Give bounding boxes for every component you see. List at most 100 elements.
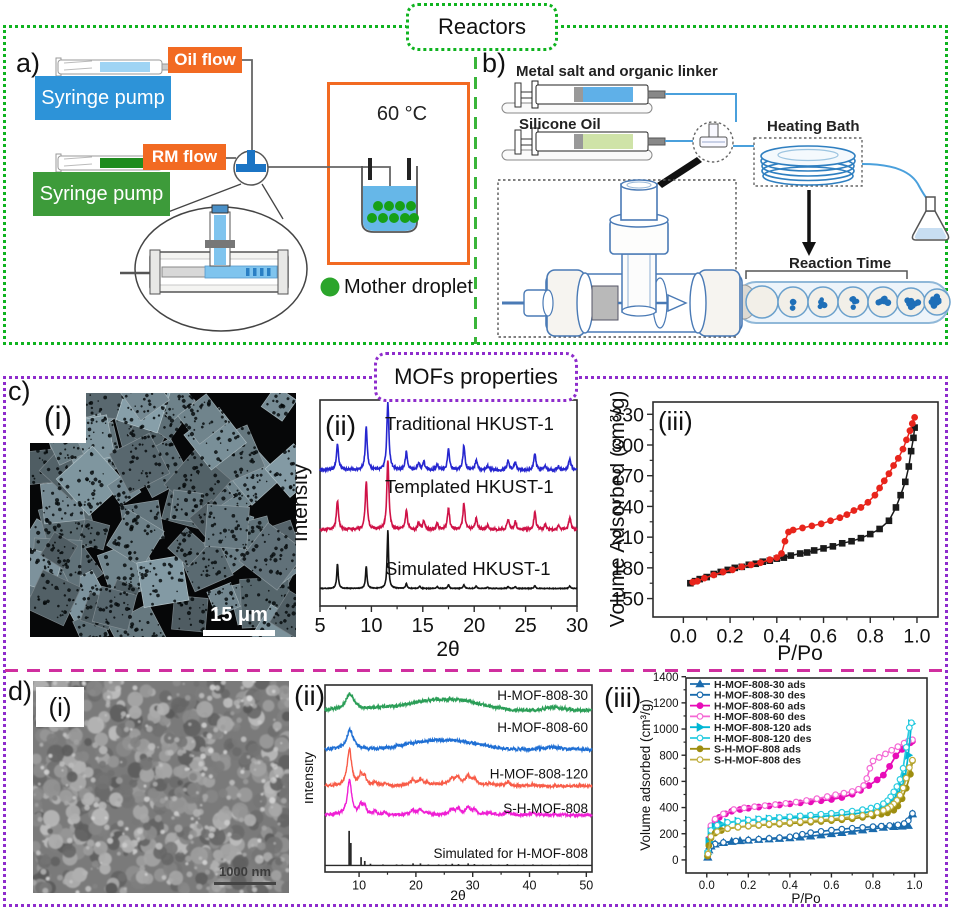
svg-text:10: 10 (352, 879, 366, 893)
svg-text:0.6: 0.6 (823, 880, 839, 892)
magnifier-ellipse (120, 183, 308, 332)
isotherm-chart-hkust: 0.0 0.2 0.4 0.6 0.8 1.0 150 180 210 240 270 300 330 P… (610, 392, 939, 664)
svg-text:1.0: 1.0 (903, 626, 930, 648)
mofs-title: MOFs properties (394, 364, 558, 389)
reaction-time-label: Reaction Time (789, 255, 892, 272)
svg-text:H-MOF-808-30 des: H-MOF-808-30 des (714, 690, 806, 702)
sem-c-roman: (i) (43, 399, 73, 436)
droplet-circles (745, 285, 951, 319)
xrd-c-roman: (ii) (325, 410, 357, 441)
svg-text:Intensity: Intensity (295, 463, 312, 542)
sem-d-roman: (i) (48, 691, 72, 722)
silicone-oil-label: Silicone Oil (519, 116, 601, 133)
oil-flow-label: Oil flow (168, 47, 242, 73)
xrd-chart-mof808: 10 20 30 40 50 2θ Intensity H-MOF-808-30 H-MOF-8… (305, 684, 593, 903)
svg-text:H-MOF-808-120 ads: H-MOF-808-120 ads (714, 722, 812, 734)
sem-c-scalebar (203, 630, 275, 636)
svg-text:15: 15 (412, 615, 434, 637)
oil-flow-text: Oil flow (174, 50, 236, 69)
svg-text:0.8: 0.8 (857, 626, 884, 648)
sem-c-scalebar-text: 15 μm (210, 604, 268, 626)
svg-text:40: 40 (523, 879, 537, 893)
syringe-pump-bottom-text: Syringe pump (39, 182, 164, 205)
syringe-pump-bottom: Syringe pump (33, 172, 170, 216)
rm-flow-label: RM flow (143, 144, 226, 170)
xrd-d-roman: (ii) (294, 680, 326, 711)
syringe-pump-top: Syringe pump (35, 76, 171, 120)
svg-text:210: 210 (611, 527, 644, 549)
mother-droplet-label: Mother droplet (344, 276, 473, 298)
svg-text:30: 30 (566, 615, 588, 637)
arrow-down (802, 190, 816, 256)
beaker (361, 158, 419, 233)
svg-text:1200: 1200 (653, 698, 679, 710)
sem-d-scalebar-text: 1000 nm (218, 864, 272, 879)
svg-text:30: 30 (466, 879, 480, 893)
svg-text:1400: 1400 (653, 672, 679, 684)
reactors-title-box: Reactors (406, 3, 558, 51)
svg-text:S-H-MOF-808: S-H-MOF-808 (503, 801, 588, 816)
svg-text:H-MOF-808-60: H-MOF-808-60 (497, 720, 588, 735)
svg-text:Simulated HKUST-1: Simulated HKUST-1 (385, 558, 551, 579)
t-junction-b (657, 121, 734, 188)
xrd-chart-hkust: 5 10 15 20 25 30 2θ Intensity Traditional HKUST-… (295, 399, 588, 661)
mother-droplet-legend-icon (320, 277, 340, 297)
svg-text:240: 240 (611, 496, 644, 518)
svg-text:50: 50 (579, 879, 593, 893)
svg-text:Traditional HKUST-1: Traditional HKUST-1 (385, 413, 554, 434)
syringe-silicone-oil (501, 127, 666, 161)
svg-text:Volume adsorbed (cm³/g): Volume adsorbed (cm³/g) (638, 699, 653, 851)
reactors-title: Reactors (437, 14, 527, 39)
svg-text:H-MOF-808-120 des: H-MOF-808-120 des (714, 733, 812, 745)
mother-droplets (367, 201, 419, 223)
svg-text:0.0: 0.0 (699, 880, 715, 892)
svg-text:1.0: 1.0 (907, 880, 923, 892)
heated-bath-box (327, 82, 470, 265)
reaction-time-bracket (745, 270, 908, 279)
svg-text:600: 600 (659, 777, 678, 789)
metal-salt-label: Metal salt and organic linker (516, 63, 718, 80)
svg-text:0.0: 0.0 (670, 626, 697, 648)
svg-text:200: 200 (659, 829, 678, 841)
svg-text:10: 10 (360, 615, 382, 637)
syringe-graphic-top (55, 57, 172, 77)
svg-text:0.4: 0.4 (763, 626, 790, 648)
svg-text:P/Po: P/Po (791, 891, 820, 906)
svg-text:0.2: 0.2 (717, 626, 744, 648)
sem-d-roman-box: (i) (36, 687, 84, 727)
svg-text:Intensity: Intensity (305, 752, 316, 804)
svg-text:P/Po: P/Po (777, 642, 823, 664)
svg-text:25: 25 (514, 615, 536, 637)
sem-c-roman-box: (i) (30, 393, 86, 443)
syringe-metal-salt (501, 80, 666, 114)
svg-text:0.8: 0.8 (865, 880, 881, 892)
svg-text:20: 20 (463, 615, 485, 637)
svg-text:H-MOF-808-120: H-MOF-808-120 (490, 767, 588, 782)
svg-text:Volume Adsorbed (cm³/g): Volume Adsorbed (cm³/g) (610, 392, 629, 627)
mofs-title-box: MOFs properties (374, 352, 578, 402)
svg-text:2θ: 2θ (436, 638, 459, 661)
svg-text:330: 330 (611, 404, 644, 426)
heating-bath-coil (753, 137, 863, 187)
svg-text:2θ: 2θ (450, 887, 466, 903)
sem-image-hkust (30, 393, 296, 637)
svg-text:S-H-MOF-808 des: S-H-MOF-808 des (714, 754, 801, 766)
svg-text:H-MOF-808-30: H-MOF-808-30 (497, 688, 588, 703)
svg-text:270: 270 (611, 466, 644, 488)
svg-text:0.2: 0.2 (740, 880, 756, 892)
svg-text:0.6: 0.6 (810, 626, 837, 648)
iso-c-roman: (iii) (658, 406, 693, 436)
svg-text:300: 300 (611, 435, 644, 457)
svg-text:0: 0 (672, 855, 678, 867)
svg-text:0.4: 0.4 (782, 880, 799, 892)
svg-text:H-MOF-808-30 ads: H-MOF-808-30 ads (714, 679, 806, 691)
svg-text:H-MOF-808-60 ads: H-MOF-808-60 ads (714, 700, 806, 712)
panel-b-letter: b) (482, 48, 507, 78)
rm-flow-text: RM flow (151, 147, 218, 166)
svg-text:150: 150 (611, 589, 644, 611)
svg-text:Simulated for H-MOF-808: Simulated for H-MOF-808 (433, 846, 588, 861)
syringe-graphic-bottom (55, 153, 172, 173)
svg-text:20: 20 (409, 879, 423, 893)
